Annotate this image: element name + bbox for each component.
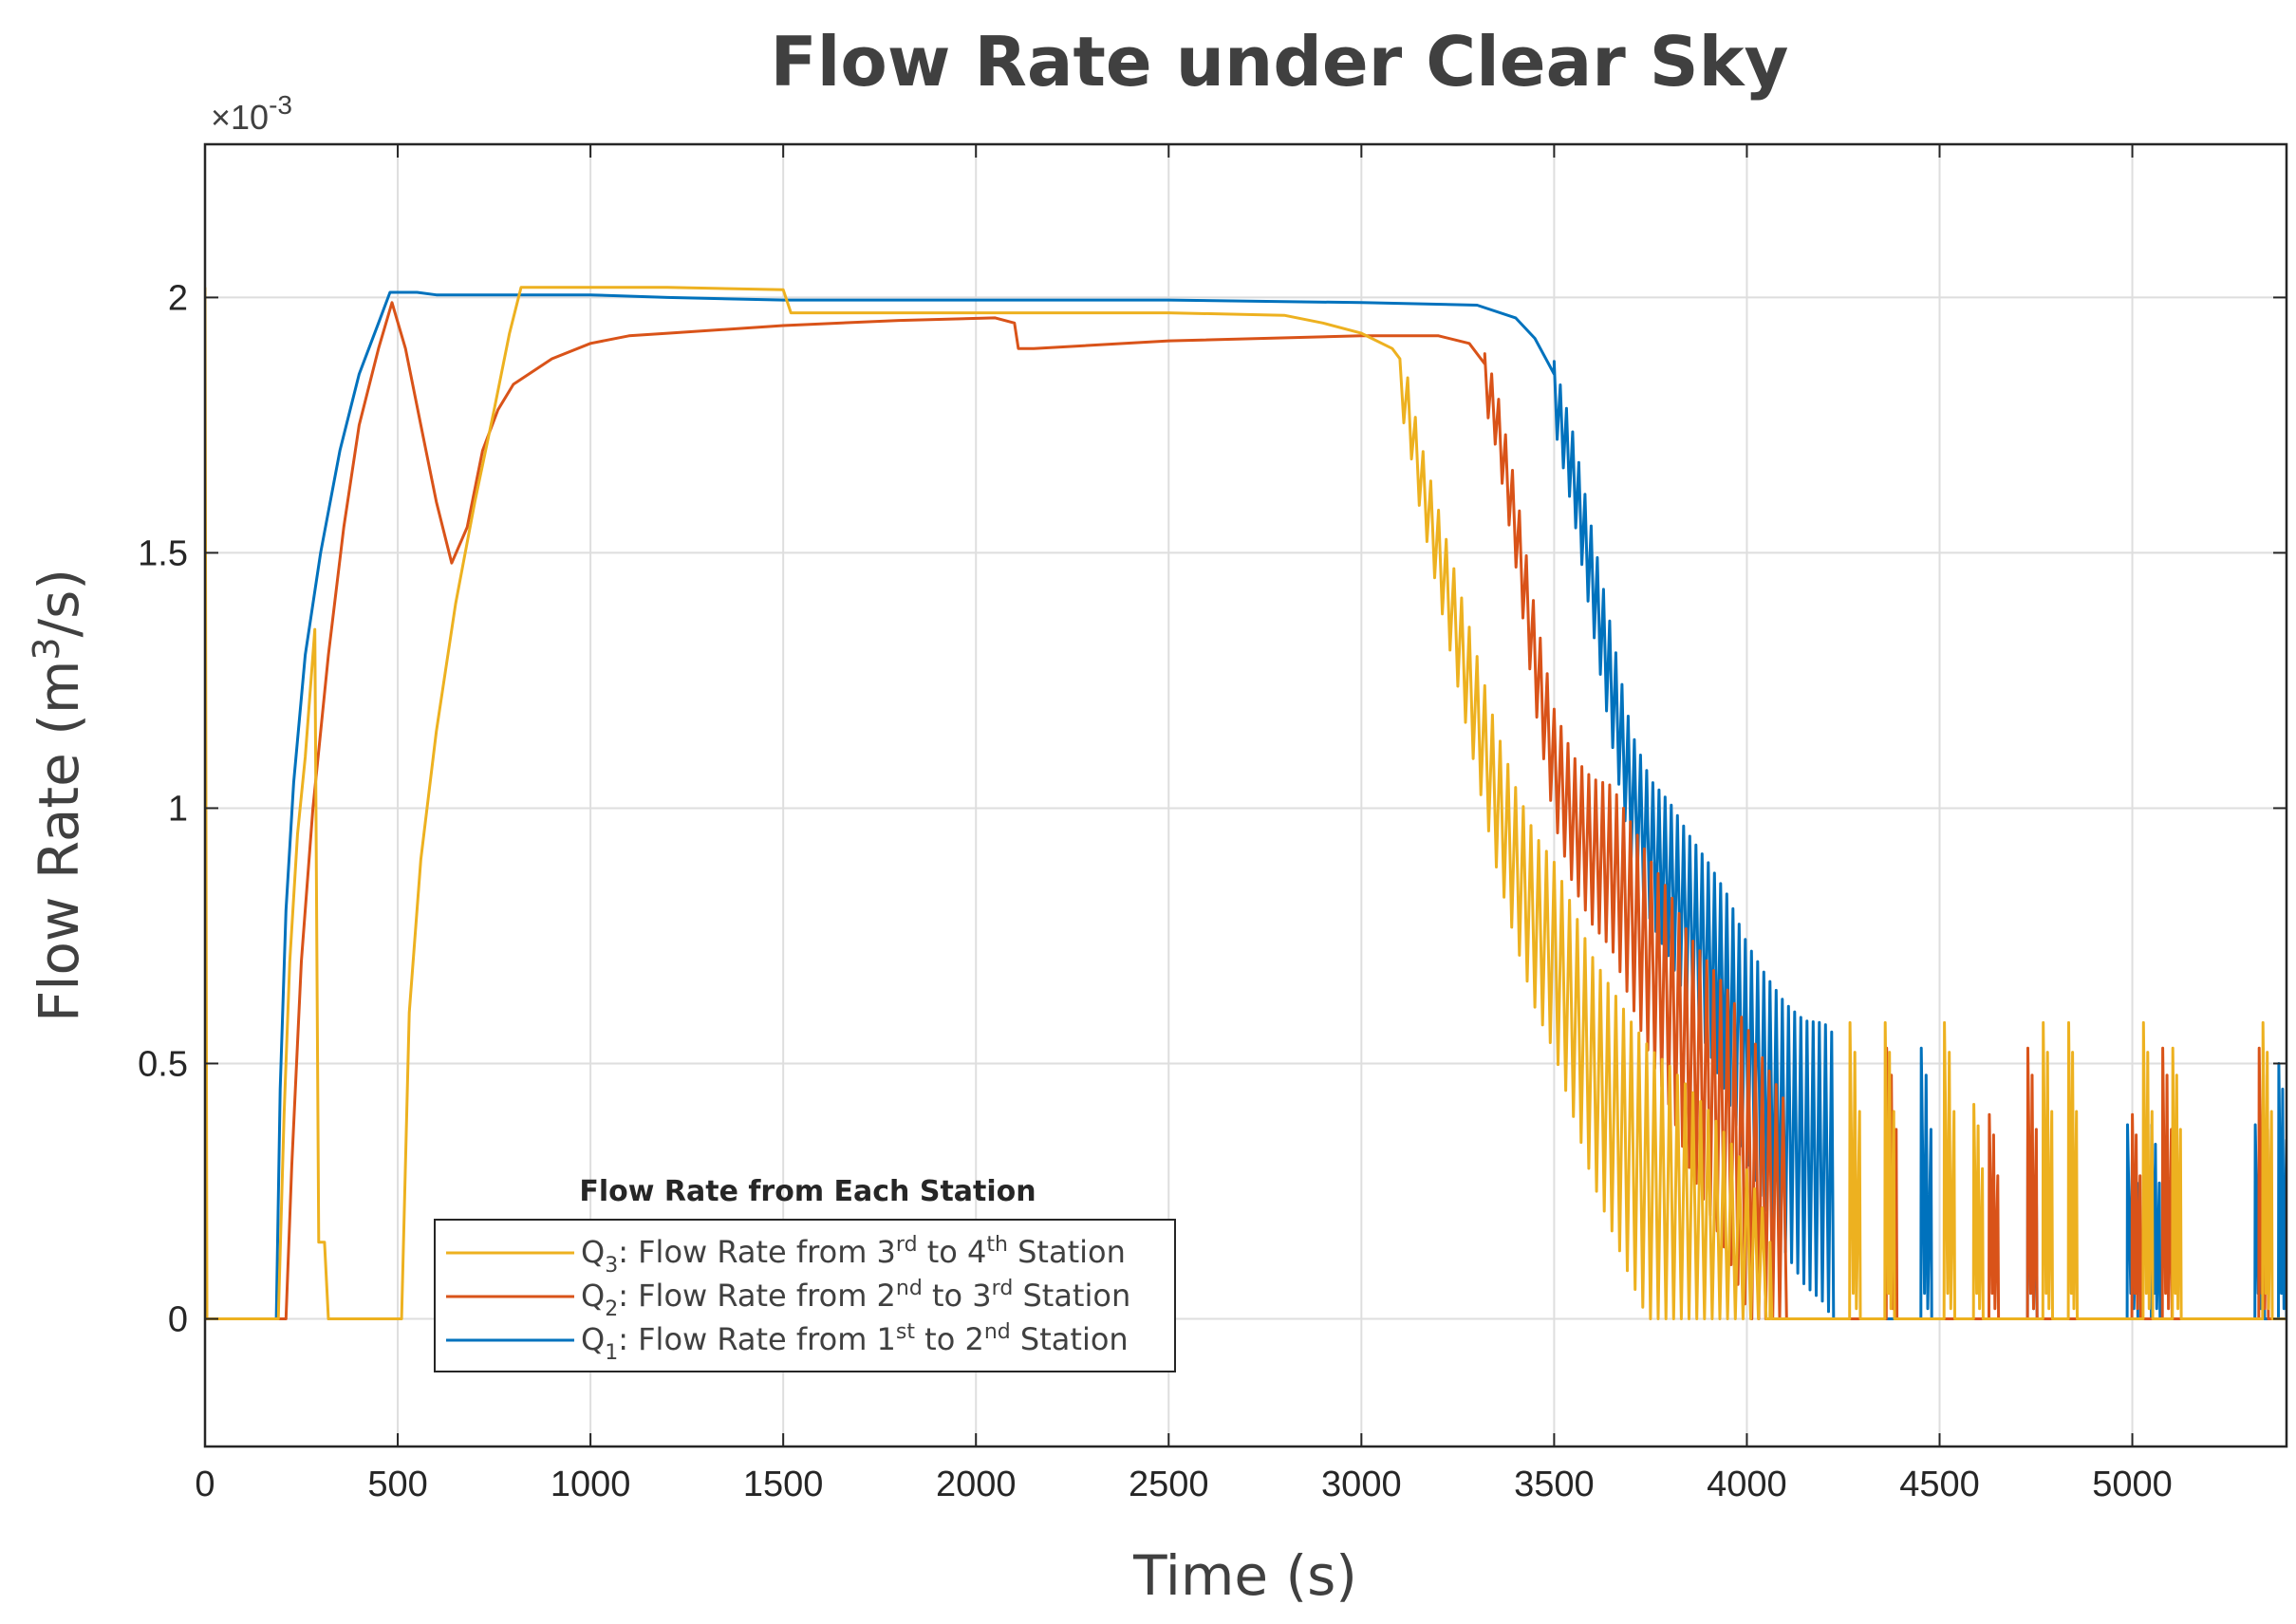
y-exponent-base: ×10 (211, 98, 269, 137)
x-tick-label: 4500 (1899, 1465, 1980, 1504)
y-exponent-power: -3 (269, 90, 292, 120)
grid (204, 144, 2287, 1447)
legend-label-q1: Q1: Flow Rate from 1st to 2nd Station (581, 1320, 1129, 1365)
y-tick-label: 0 (168, 1299, 188, 1339)
y-axis-label-prefix: Flow Rate (m (27, 661, 91, 1022)
series-line-q1 (205, 290, 2287, 1320)
y-axis-label: Flow Rate (m3/s) (26, 569, 91, 1022)
y-axis-label-sup: 3 (26, 637, 67, 660)
y-axis-exponent: ×10-3 (211, 90, 292, 137)
x-axis-label: Time (s) (1132, 1543, 1357, 1608)
y-tick-label: 0.5 (138, 1044, 188, 1084)
series-line-q3 (205, 286, 2287, 1320)
y-tick-label: 1.5 (138, 533, 188, 573)
series-line-q2 (205, 301, 2287, 1320)
y-axis-label-suffix: /s) (27, 569, 91, 637)
x-tick-label: 4000 (1707, 1465, 1787, 1504)
axis-ticks: 0 500 1000 1500 2000 2500 3000 3500 4000 4500 5000… (138, 144, 2287, 1504)
x-tick-label: 1000 (551, 1465, 631, 1504)
x-tick-label: 0 (195, 1465, 215, 1504)
x-tick-label: 500 (367, 1465, 427, 1504)
legend-title: Flow Rate from Each Station (579, 1175, 1036, 1208)
legend[interactable]: Q3: Flow Rate from 3rd to 4th StationQ2:… (434, 1219, 1176, 1372)
series-lines (205, 286, 2287, 1320)
x-tick-label: 2000 (936, 1465, 1017, 1504)
plot-area-frame (203, 142, 2288, 1448)
x-tick-label: 1500 (743, 1465, 824, 1504)
chart-title: Flow Rate under Clear Sky (771, 22, 1789, 102)
x-tick-label: 3000 (1321, 1465, 1402, 1504)
y-tick-label: 2 (168, 278, 188, 318)
x-tick-label: 2500 (1129, 1465, 1209, 1504)
legend-label-q2: Q2: Flow Rate from 2nd to 3rd Station (581, 1277, 1130, 1321)
x-tick-label: 3500 (1514, 1465, 1595, 1504)
legend-label-q3: Q3: Flow Rate from 3rd to 4th Station (581, 1233, 1126, 1278)
legend-entries: Q3: Flow Rate from 3rd to 4th StationQ2:… (446, 1233, 1130, 1365)
x-tick-label: 5000 (2092, 1465, 2173, 1504)
y-tick-label: 1 (168, 789, 188, 829)
